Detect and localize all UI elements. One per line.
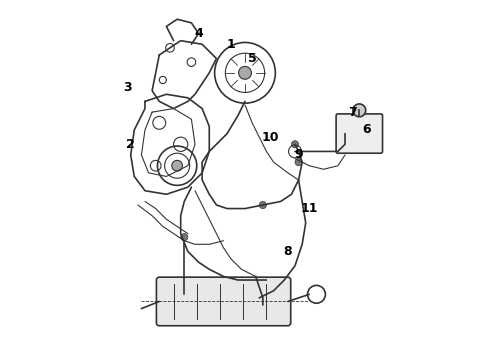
FancyBboxPatch shape <box>156 277 291 326</box>
Circle shape <box>181 234 188 241</box>
Text: 1: 1 <box>226 38 235 51</box>
Circle shape <box>353 104 366 117</box>
Circle shape <box>259 202 267 208</box>
Text: 3: 3 <box>123 81 131 94</box>
Text: 5: 5 <box>248 52 257 65</box>
FancyBboxPatch shape <box>336 114 383 153</box>
Text: 4: 4 <box>194 27 203 40</box>
Text: 2: 2 <box>126 138 135 151</box>
Circle shape <box>172 160 182 171</box>
Text: 9: 9 <box>294 148 303 162</box>
Text: 11: 11 <box>300 202 318 215</box>
Circle shape <box>292 141 298 148</box>
Text: 8: 8 <box>284 245 292 258</box>
Circle shape <box>295 158 302 166</box>
Circle shape <box>239 66 251 79</box>
Text: 7: 7 <box>348 105 357 119</box>
Text: 10: 10 <box>261 131 279 144</box>
Text: 6: 6 <box>362 123 371 136</box>
